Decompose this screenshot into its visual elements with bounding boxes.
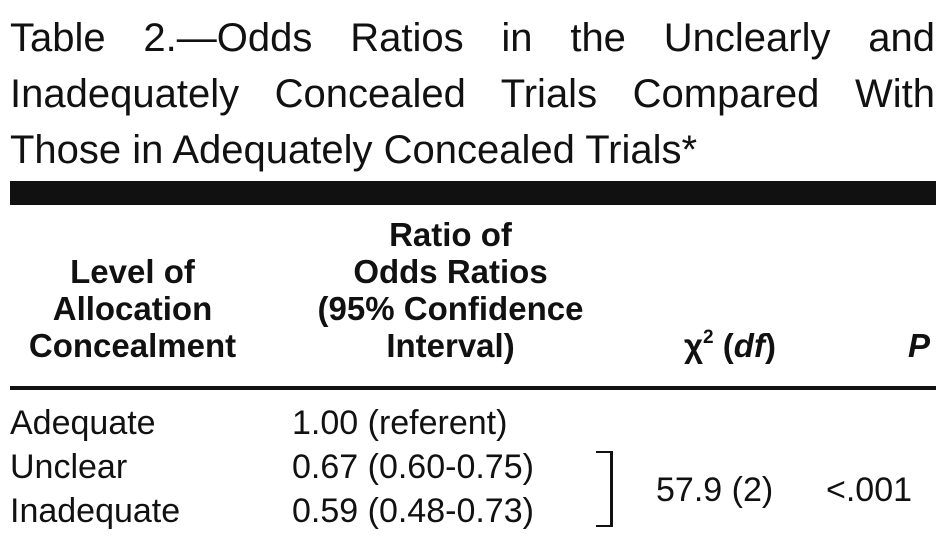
chi-symbol: χ — [684, 327, 704, 364]
header-level-line-1: Level of — [70, 253, 195, 290]
row-inadequate-level: Inadequate — [10, 492, 181, 530]
grouping-bracket — [596, 451, 613, 527]
row-adequate-ratio: 1.00 (referent) — [292, 404, 508, 442]
header-level-line-2: Allocation — [52, 290, 213, 327]
header-ratio-line-2: Odds Ratios — [353, 253, 548, 290]
chi-superscript: 2 — [703, 327, 714, 348]
header-ratio-line-4: Interval) — [386, 327, 515, 364]
header-level-of-allocation-concealment: Level of Allocation Concealment — [10, 253, 255, 364]
row-unclear-ratio: 0.67 (0.60-0.75) — [292, 448, 534, 486]
chi-square-value: 57.9 (2) — [656, 471, 774, 509]
chi-df-label: df — [733, 327, 765, 364]
table-header-rule — [10, 386, 936, 390]
table-top-rule — [10, 181, 936, 205]
header-chi-square: χ2 (df) — [684, 327, 776, 364]
header-level-line-3: Concealment — [28, 327, 237, 364]
header-ratio-of-odds-ratios: Ratio of Odds Ratios (95% Confidence Int… — [278, 216, 623, 364]
header-p-value: P — [907, 327, 930, 364]
row-inadequate-ratio: 0.59 (0.48-0.73) — [292, 492, 534, 530]
row-unclear-level: Unclear — [10, 448, 128, 486]
row-adequate-level: Adequate — [10, 404, 156, 442]
header-ratio-line-3: (95% Confidence — [317, 290, 584, 327]
header-ratio-line-1: Ratio of — [389, 216, 512, 253]
table-title: Table 2.—Odds Ratios in the Unclearly an… — [10, 16, 935, 172]
p-value: <.001 — [826, 471, 913, 509]
